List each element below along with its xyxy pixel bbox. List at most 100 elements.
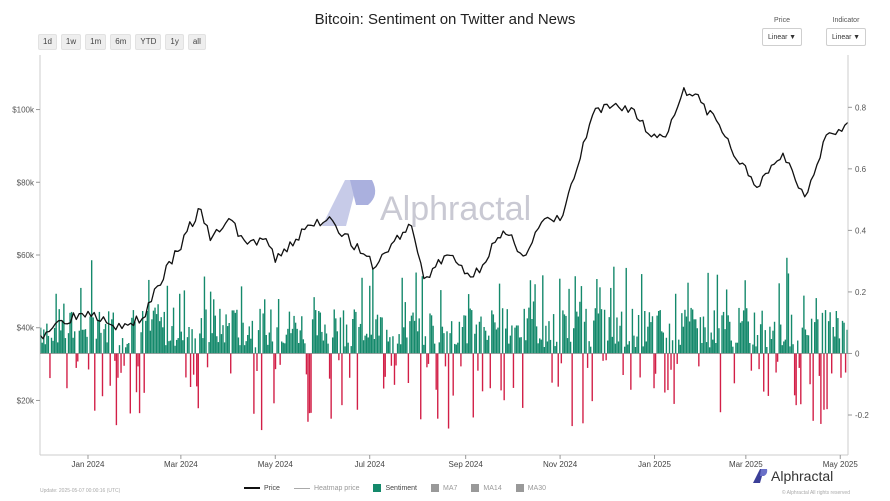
sentiment-bar xyxy=(89,316,91,354)
sentiment-bar xyxy=(539,338,541,354)
sentiment-bar xyxy=(741,321,743,354)
sentiment-bar xyxy=(384,353,386,377)
legend-item-ma30[interactable]: MA30 xyxy=(515,484,546,492)
sentiment-bar xyxy=(372,268,374,354)
sentiment-bar xyxy=(517,325,519,354)
alphractal-logo-icon xyxy=(753,469,768,483)
sentiment-bar xyxy=(183,290,186,354)
range-ytd-button[interactable]: YTD xyxy=(135,34,162,50)
sentiment-bar xyxy=(736,342,739,354)
sentiment-bar xyxy=(735,342,737,354)
sentiment-bar xyxy=(525,340,527,354)
sentiment-bar xyxy=(97,319,99,354)
sentiment-bar xyxy=(752,344,754,354)
sentiment-bar xyxy=(500,353,502,391)
sentiment-bar xyxy=(441,326,444,354)
sentiment-bar xyxy=(800,353,802,405)
sentiment-bar xyxy=(600,309,603,354)
sentiment-bar xyxy=(189,353,192,387)
sentiment-bar xyxy=(274,353,277,370)
sentiment-bar xyxy=(691,309,694,354)
box-swatch xyxy=(373,484,382,492)
sentiment-bar xyxy=(763,353,765,392)
watermark-text: Alphractal xyxy=(380,190,531,228)
sentiment-bar xyxy=(846,329,848,354)
sentiment-bar xyxy=(131,317,133,354)
sentiment-bar xyxy=(260,353,263,431)
sentiment-bar xyxy=(294,322,297,354)
copyright: © Alphractal All rights reserved xyxy=(781,490,850,496)
range-1d-button[interactable]: 1d xyxy=(38,34,57,50)
sentiment-bar xyxy=(843,322,845,354)
range-1m-button[interactable]: 1m xyxy=(85,34,107,50)
sentiment-bar xyxy=(685,316,688,354)
range-1y-button[interactable]: 1y xyxy=(165,34,184,50)
sentiment-bar xyxy=(599,287,601,354)
sentiment-bar xyxy=(827,321,830,354)
sentiment-bar xyxy=(653,353,655,389)
price-line xyxy=(39,87,849,340)
sentiment-bar xyxy=(203,276,206,354)
sentiment-bar xyxy=(276,327,278,354)
sentiment-bar xyxy=(328,353,331,379)
sentiment-bar xyxy=(481,353,484,392)
sentiment-bar xyxy=(381,317,383,354)
legend-label: MA7 xyxy=(443,484,458,492)
sentiment-bar xyxy=(690,307,692,354)
sentiment-bar xyxy=(461,327,464,354)
sentiment-bar xyxy=(611,336,614,354)
sentiment-bar xyxy=(577,316,580,354)
sentiment-bar xyxy=(489,353,491,389)
sentiment-bar xyxy=(47,335,50,354)
legend-item-price[interactable]: Price xyxy=(244,485,280,492)
sentiment-bar xyxy=(483,327,485,354)
sentiment-bar xyxy=(200,318,203,354)
legend-item-ma14[interactable]: MA14 xyxy=(471,484,502,492)
legend-item-ma7[interactable]: MA7 xyxy=(431,484,457,492)
sentiment-bar xyxy=(149,330,152,354)
sentiment-bar xyxy=(576,311,578,354)
price-scale-select[interactable]: Linear ▼ xyxy=(762,28,802,46)
sentiment-bar xyxy=(540,339,542,354)
sentiment-bar xyxy=(817,319,819,354)
sentiment-bar xyxy=(359,323,362,354)
sentiment-bar xyxy=(216,336,218,354)
sentiment-bar xyxy=(594,308,597,354)
sentiment-bar xyxy=(520,337,522,354)
sentiment-bar xyxy=(396,343,399,354)
sentiment-bar xyxy=(792,344,794,354)
sentiment-bar xyxy=(268,332,271,354)
sentiment-bar xyxy=(106,342,108,354)
legend-item-sentiment[interactable]: Sentiment xyxy=(373,484,417,492)
sentiment-bar xyxy=(389,337,391,354)
range-1w-button[interactable]: 1w xyxy=(60,34,82,50)
sentiment-bar xyxy=(361,277,363,354)
range-all-button[interactable]: all xyxy=(187,34,206,50)
legend-item-heatmap[interactable]: Heatmap price xyxy=(293,485,359,492)
sentiment-bar xyxy=(358,327,360,354)
sentiment-bar xyxy=(302,339,305,354)
sentiment-bar xyxy=(160,317,162,354)
sentiment-bar xyxy=(532,301,535,354)
box-swatch xyxy=(431,484,440,492)
sentiment-bar xyxy=(398,334,400,354)
sentiment-bar xyxy=(101,353,104,397)
sentiment-bar xyxy=(103,329,105,354)
sentiment-bar xyxy=(764,330,766,354)
sentiment-bar xyxy=(640,274,643,354)
sentiment-bar xyxy=(790,314,793,354)
range-6m-button[interactable]: 6m xyxy=(110,34,132,50)
sentiment-bar xyxy=(727,315,729,354)
indicator-scale-select[interactable]: Linear ▼ xyxy=(826,28,866,46)
chevron-down-icon: ▼ xyxy=(853,33,860,41)
sentiment-bar xyxy=(537,343,539,354)
sentiment-bar xyxy=(549,339,552,354)
sentiment-bar xyxy=(310,353,312,413)
sentiment-bar xyxy=(393,353,396,385)
sentiment-bar xyxy=(503,353,505,401)
sentiment-bar xyxy=(352,319,354,354)
sentiment-bar xyxy=(810,318,813,354)
sentiment-bar xyxy=(214,315,216,354)
sentiment-bar xyxy=(410,315,413,354)
sentiment-bar xyxy=(248,326,250,354)
